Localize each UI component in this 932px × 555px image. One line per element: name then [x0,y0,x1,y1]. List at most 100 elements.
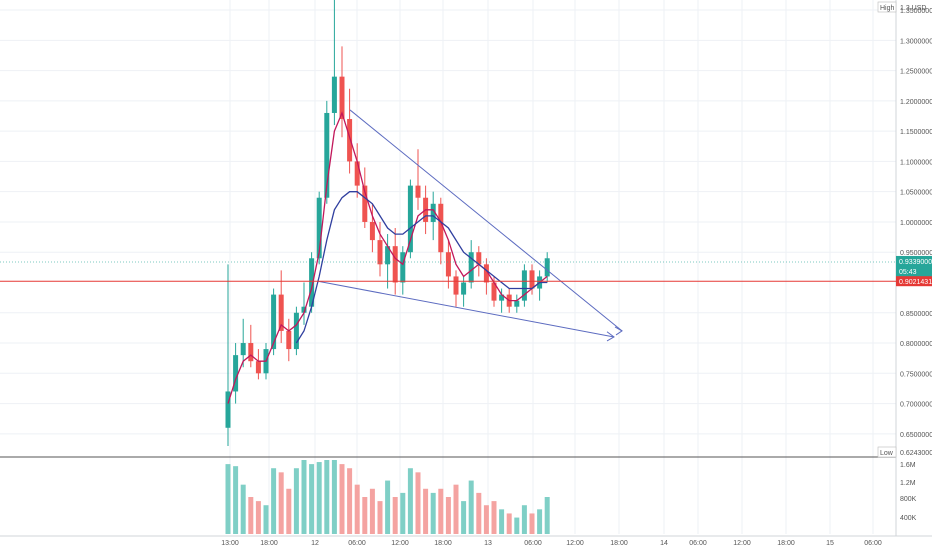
candles[interactable] [225,0,550,446]
candle-body[interactable] [225,391,231,428]
candle-body[interactable] [301,306,307,313]
volume-bar [240,484,246,534]
volume-bar [362,497,368,534]
volume-bar [324,460,330,534]
volume-bar [468,480,474,534]
candle-body[interactable] [407,185,413,253]
candle-body[interactable] [438,203,444,253]
volume-bar [278,472,284,534]
volume-bar [415,472,421,534]
candle-body[interactable] [544,258,550,277]
time-tick-label: 14 [660,540,668,547]
candle-body[interactable] [476,252,482,265]
candle-body[interactable] [309,258,315,307]
candle-body[interactable] [483,264,489,283]
volume-bar [453,484,459,534]
volume-bar [461,501,467,534]
volume-bar [309,464,315,534]
candle-body[interactable] [324,112,330,198]
arrow-head-icon [614,326,623,336]
candle-body[interactable] [514,300,520,307]
candle-body[interactable] [499,294,505,301]
volume-bar [537,509,543,534]
trendline-lower[interactable] [317,280,615,338]
candle-body[interactable] [377,240,383,265]
candle-body[interactable] [278,294,284,331]
trend-drawings[interactable] [317,109,623,342]
moving-average-fast [227,111,548,404]
candle-body[interactable] [385,246,391,265]
candle-body[interactable] [293,312,299,350]
price-tick-label: 0.65000000 [900,432,932,439]
grid [0,0,932,537]
candle-body[interactable] [362,185,368,222]
volume-bar [233,466,239,534]
volume-bar [514,517,520,534]
time-tick-label: 18:00 [434,540,452,547]
candle-body[interactable] [316,197,322,259]
time-tick-label: 18:00 [610,540,628,547]
axes: 1.35000000 1.30000000 1.25000000 1.20000000… [221,1,932,547]
volume-bar [544,497,550,534]
volume-bar [263,505,269,534]
candle-body[interactable] [453,276,459,295]
time-tick-label: 15 [826,540,834,547]
low-label-box [877,446,897,458]
candle-body[interactable] [400,252,406,283]
moving-averages [227,111,548,404]
volume-bar [407,468,413,534]
candle-body[interactable] [271,294,277,350]
volume-bar [316,462,322,534]
time-tick-label: 18:00 [260,540,278,547]
candle-body[interactable] [491,282,497,301]
candle-body[interactable] [529,270,535,289]
candle-body[interactable] [233,355,239,392]
high-label: High [880,5,895,12]
volume-bar [377,501,383,534]
price-tick-label: 1.10000000 [900,159,932,166]
time-tick-label: 13:00 [221,540,239,547]
candle-body[interactable] [445,252,451,277]
candle-body[interactable] [392,246,398,283]
candle-body[interactable] [415,185,421,198]
price-tick-label: 1.25000000 [900,69,932,76]
candle-body[interactable] [339,76,345,120]
volume-bar [476,492,482,534]
volume-bar [529,513,535,534]
candle-body[interactable] [521,270,527,301]
candle-body[interactable] [430,203,436,222]
volume-tick-label: 800K [900,496,917,503]
candle-body[interactable] [354,161,360,186]
candle-body[interactable] [240,343,246,356]
volume-bar [506,513,512,534]
candle-body[interactable] [248,343,254,362]
line-price-label: 0.90214312 [899,279,932,286]
candle-body[interactable] [286,330,292,350]
candle-body[interactable] [468,252,474,283]
candle-body[interactable] [331,76,337,113]
volume-bar [438,488,444,534]
candle-body[interactable] [461,282,467,295]
time-tick-label: 06:00 [864,540,882,547]
volume-bar [483,505,489,534]
moving-average-slow [295,191,548,344]
high-label-box [877,1,897,13]
volume-bar [499,509,505,534]
volume-bar [430,492,436,534]
volume-bar [491,501,497,534]
candle-body[interactable] [347,119,353,162]
time-tick-label: 12 [311,540,319,547]
time-tick-label: 12:00 [733,540,751,547]
trendline-upper[interactable] [349,109,623,332]
candle-body[interactable] [369,221,375,241]
candle-body[interactable] [255,361,261,374]
high-value: 1.3 USD [900,5,926,12]
